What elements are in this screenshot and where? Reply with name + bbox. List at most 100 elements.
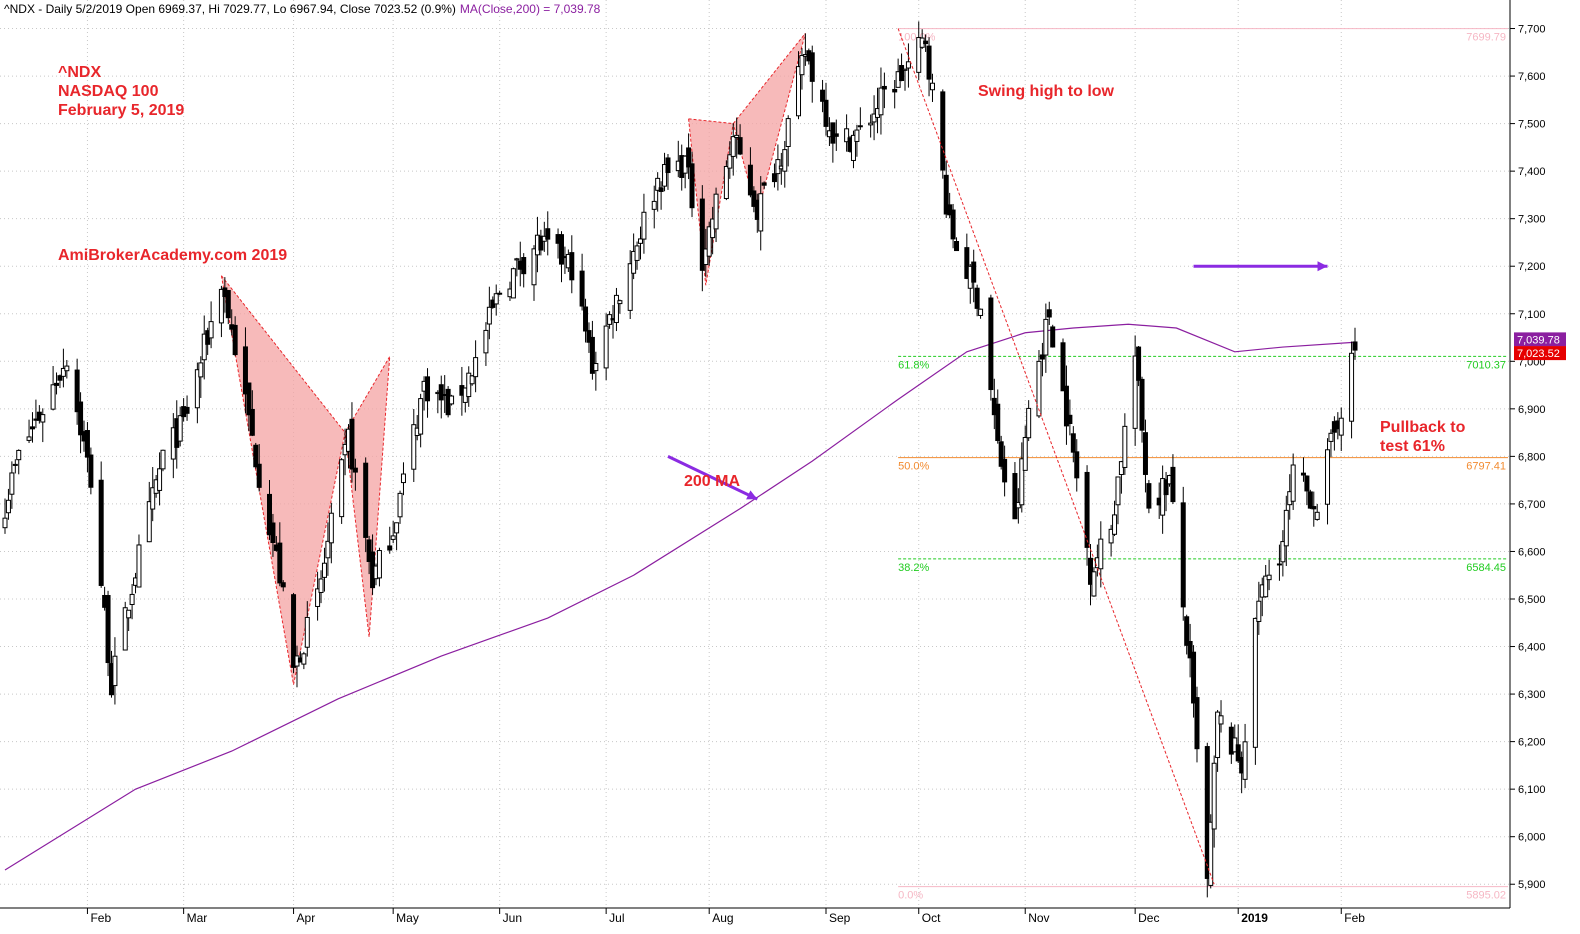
fib-level-label: 0.0% bbox=[898, 890, 923, 902]
candle-body bbox=[1307, 491, 1313, 509]
candle-body bbox=[253, 444, 259, 468]
candle-body bbox=[706, 226, 712, 257]
candle-body bbox=[899, 65, 905, 82]
candle-body bbox=[280, 582, 286, 588]
candle-body bbox=[1084, 471, 1090, 548]
candle-body bbox=[249, 408, 255, 436]
x-tick-label: Dec bbox=[1138, 911, 1159, 925]
candle-body bbox=[940, 91, 946, 171]
candle-body bbox=[1039, 354, 1045, 360]
candle-body bbox=[785, 118, 791, 147]
candle-body bbox=[1218, 715, 1224, 725]
candle-body bbox=[634, 245, 640, 261]
candle-body bbox=[194, 369, 200, 409]
chart-header: ^NDX - Daily 5/2/2019 Open 6969.37, Hi 7… bbox=[4, 2, 601, 16]
candle-body bbox=[352, 467, 358, 473]
candle-body bbox=[1002, 458, 1008, 483]
candle-body bbox=[1187, 640, 1193, 659]
ma200-line bbox=[4, 323, 1356, 871]
candle-body bbox=[1146, 483, 1152, 509]
candle-body bbox=[686, 147, 692, 168]
y-tick-label: 5,900 bbox=[1518, 879, 1546, 891]
candle-body bbox=[425, 376, 431, 402]
y-tick-label: 7,100 bbox=[1518, 309, 1546, 321]
candle-body bbox=[1163, 479, 1169, 496]
candle-body bbox=[98, 479, 104, 586]
candle-body bbox=[1263, 575, 1269, 598]
candle-body bbox=[321, 562, 327, 578]
candle-body bbox=[349, 418, 355, 470]
fib-level-value: 7699.79 bbox=[1466, 32, 1506, 44]
candle-body bbox=[871, 113, 877, 123]
candle-body bbox=[995, 403, 1001, 442]
candle-body bbox=[1290, 464, 1296, 502]
candle-body bbox=[1050, 326, 1056, 348]
candle-body bbox=[242, 346, 248, 395]
overlays bbox=[667, 28, 1328, 885]
candle-body bbox=[2, 517, 8, 529]
candle-body bbox=[734, 134, 740, 139]
ma-value-badge: 7,039.78 bbox=[1514, 332, 1566, 347]
watermark-annotation: AmiBrokerAcademy.com 2019 bbox=[58, 247, 287, 264]
close-badge-text: 7,023.52 bbox=[1517, 348, 1560, 360]
candle-body bbox=[514, 258, 520, 261]
candle-body bbox=[1325, 449, 1331, 505]
candle-body bbox=[1112, 514, 1118, 535]
candle-body bbox=[655, 177, 661, 191]
candle-body bbox=[129, 593, 135, 606]
candle-body bbox=[136, 544, 142, 588]
candle-body bbox=[376, 550, 382, 579]
candle-body bbox=[510, 268, 516, 299]
candle-body bbox=[1204, 746, 1210, 879]
candle-body bbox=[617, 300, 623, 305]
candle-body bbox=[177, 415, 183, 442]
candle-body bbox=[521, 257, 527, 275]
candle-body bbox=[583, 306, 589, 332]
candle-body bbox=[926, 45, 932, 80]
candle-body bbox=[923, 40, 929, 45]
fib-level-label: 38.2% bbox=[898, 562, 929, 574]
candle-body bbox=[1349, 352, 1355, 422]
swing-line bbox=[897, 28, 1215, 885]
candle-body bbox=[950, 209, 956, 240]
candle-body bbox=[579, 270, 585, 307]
candle-body bbox=[304, 616, 310, 648]
candle-body bbox=[730, 136, 736, 157]
candle-body bbox=[905, 61, 911, 69]
candle-body bbox=[84, 430, 90, 458]
candle-body bbox=[723, 165, 729, 200]
candle-body bbox=[497, 292, 503, 295]
candle-body bbox=[929, 82, 935, 91]
candles bbox=[2, 21, 1358, 898]
close-value-badge: 7,023.52 bbox=[1514, 346, 1566, 361]
candle-body bbox=[483, 329, 489, 354]
candle-body bbox=[105, 595, 111, 664]
candle-body bbox=[988, 297, 994, 391]
candle-body bbox=[857, 125, 863, 128]
fib-level-value: 6797.41 bbox=[1466, 461, 1506, 473]
axes bbox=[0, 0, 1511, 909]
y-tick-label: 6,900 bbox=[1518, 404, 1546, 416]
y-tick-label: 6,200 bbox=[1518, 737, 1546, 749]
candle-body bbox=[854, 129, 860, 142]
x-tick-label: 2019 bbox=[1241, 911, 1268, 925]
candle-body bbox=[64, 365, 70, 372]
candle-body bbox=[29, 426, 35, 430]
candle-body bbox=[1142, 432, 1148, 475]
candle-body bbox=[1046, 309, 1052, 318]
y-tick-label: 6,400 bbox=[1518, 642, 1546, 654]
candle-body bbox=[593, 363, 599, 372]
candle-body bbox=[699, 198, 705, 271]
y-tick-label: 7,300 bbox=[1518, 214, 1546, 226]
candle-body bbox=[1180, 502, 1186, 608]
pullback-annotation-line1: Pullback to bbox=[1380, 419, 1466, 436]
candle-body bbox=[761, 182, 767, 186]
candle-body bbox=[971, 261, 977, 283]
candle-body bbox=[1132, 355, 1138, 429]
ma-badge-bg bbox=[1514, 332, 1566, 347]
x-tick-label: Jun bbox=[503, 911, 522, 925]
candle-body bbox=[1314, 511, 1320, 520]
candle-body bbox=[1211, 762, 1217, 830]
candle-body bbox=[246, 382, 252, 416]
candle-body bbox=[809, 52, 815, 82]
